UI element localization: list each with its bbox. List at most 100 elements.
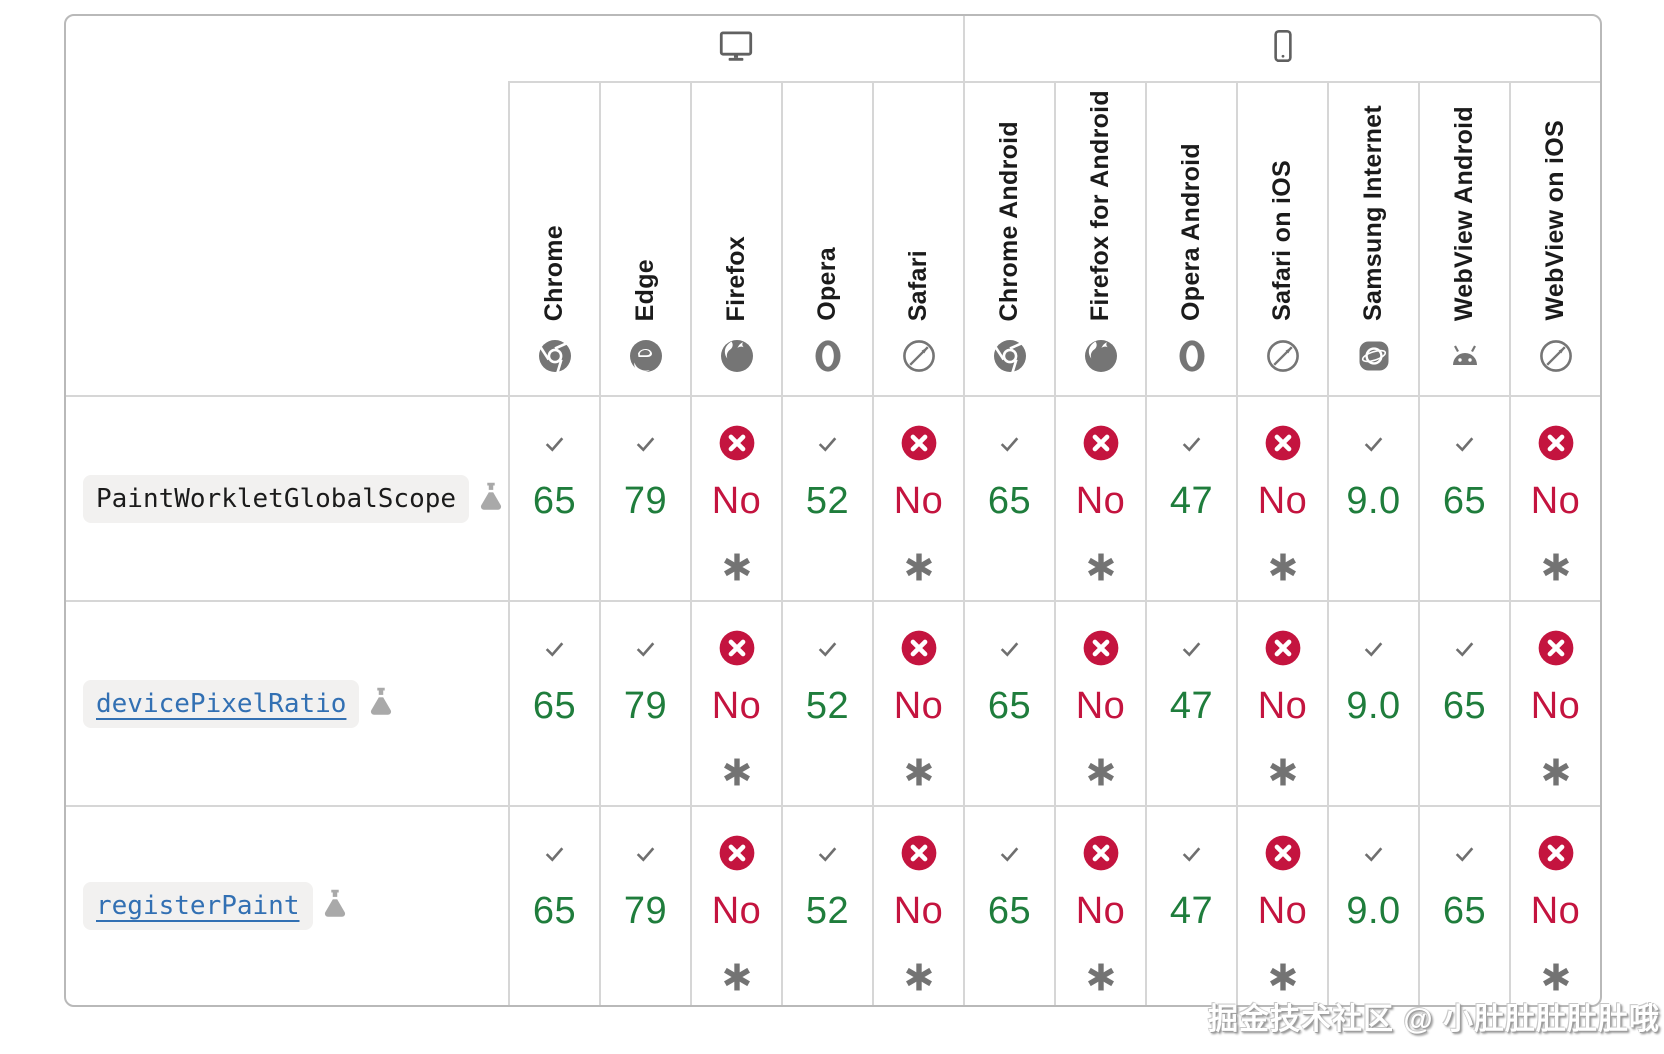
footnote-asterisk-icon xyxy=(723,758,751,786)
cross-icon xyxy=(901,835,937,871)
check-icon xyxy=(815,841,840,866)
support-cell-samsung-internet[interactable]: 9.0 xyxy=(1327,805,1418,1005)
footnote-slot xyxy=(1087,949,1115,1005)
footnote-asterisk-icon xyxy=(905,963,933,991)
support-cell-webview-ios[interactable]: No xyxy=(1509,395,1600,600)
support-cell-safari[interactable]: No xyxy=(872,600,963,805)
support-cell-safari-ios[interactable]: No xyxy=(1236,600,1327,805)
support-status xyxy=(1265,835,1301,871)
support-cell-opera-android[interactable]: 47 xyxy=(1145,395,1236,600)
version-number: 65 xyxy=(532,479,577,522)
browser-label: Edge xyxy=(631,258,659,321)
support-cell-webview-android[interactable]: 65 xyxy=(1418,600,1509,805)
support-status xyxy=(1361,425,1386,461)
footnote-asterisk-icon xyxy=(1269,963,1297,991)
support-cell-opera[interactable]: 52 xyxy=(781,805,872,1005)
corner-cell xyxy=(66,16,508,395)
support-status xyxy=(633,425,658,461)
footnote-slot xyxy=(723,539,751,595)
support-status xyxy=(1452,630,1477,666)
version-number: No xyxy=(1530,479,1581,522)
support-cell-chrome[interactable]: 65 xyxy=(508,805,599,1005)
version-number: 47 xyxy=(1169,889,1214,932)
browser-header-safari-ios: Safari on iOS xyxy=(1236,81,1327,395)
version-number: 52 xyxy=(805,479,850,522)
support-cell-samsung-internet[interactable]: 9.0 xyxy=(1327,395,1418,600)
browser-label: Chrome Android xyxy=(995,120,1023,322)
support-cell-firefox-android[interactable]: No xyxy=(1054,600,1145,805)
chrome-icon xyxy=(993,339,1027,373)
version-number: No xyxy=(893,684,944,727)
support-cell-webview-android[interactable]: 65 xyxy=(1418,395,1509,600)
support-cell-chrome[interactable]: 65 xyxy=(508,395,599,600)
browser-header-webview-ios: WebView on iOS xyxy=(1509,81,1600,395)
support-status xyxy=(1361,630,1386,666)
browser-header-edge: Edge xyxy=(599,81,690,395)
opera-icon xyxy=(811,339,845,373)
support-cell-edge[interactable]: 79 xyxy=(599,805,690,1005)
support-cell-chrome[interactable]: 65 xyxy=(508,600,599,805)
support-cell-firefox-android[interactable]: No xyxy=(1054,395,1145,600)
check-icon xyxy=(997,431,1022,456)
support-cell-safari[interactable]: No xyxy=(872,805,963,1005)
footnote-asterisk-icon xyxy=(723,963,751,991)
firefox-icon xyxy=(720,339,754,373)
experimental-flask-icon xyxy=(478,481,504,517)
desktop-icon xyxy=(718,28,754,69)
browser-label: Firefox xyxy=(722,235,750,321)
support-cell-safari[interactable]: No xyxy=(872,395,963,600)
support-status xyxy=(1265,630,1301,666)
support-cell-safari-ios[interactable]: No xyxy=(1236,395,1327,600)
support-cell-firefox[interactable]: No xyxy=(690,805,781,1005)
footnote-slot xyxy=(1269,744,1297,800)
version-number: 9.0 xyxy=(1346,684,1401,727)
support-status xyxy=(633,630,658,666)
feature-link[interactable]: devicePixelRatio xyxy=(83,679,360,728)
browser-header-webview-android: WebView Android xyxy=(1418,81,1509,395)
version-number: 47 xyxy=(1169,479,1214,522)
support-cell-opera[interactable]: 52 xyxy=(781,395,872,600)
browser-header-samsung-internet: Samsung Internet xyxy=(1327,81,1418,395)
support-cell-safari-ios[interactable]: No xyxy=(1236,805,1327,1005)
safari-icon xyxy=(902,339,936,373)
footnote-slot xyxy=(1542,539,1570,595)
check-icon xyxy=(1179,431,1204,456)
support-cell-webview-android[interactable]: 65 xyxy=(1418,805,1509,1005)
experimental-flask-icon xyxy=(322,888,348,924)
footnote-asterisk-icon xyxy=(1542,963,1570,991)
support-cell-firefox[interactable]: No xyxy=(690,395,781,600)
version-number: 65 xyxy=(987,684,1032,727)
support-cell-opera[interactable]: 52 xyxy=(781,600,872,805)
support-cell-opera-android[interactable]: 47 xyxy=(1145,805,1236,1005)
support-cell-webview-ios[interactable]: No xyxy=(1509,805,1600,1005)
support-cell-edge[interactable]: 79 xyxy=(599,600,690,805)
support-status xyxy=(1179,630,1204,666)
feature-link[interactable]: registerPaint xyxy=(83,882,313,930)
support-cell-firefox[interactable]: No xyxy=(690,600,781,805)
support-status xyxy=(633,835,658,871)
check-icon xyxy=(1452,431,1477,456)
support-status xyxy=(542,425,567,461)
cross-icon xyxy=(1083,425,1119,461)
experimental-flask-icon xyxy=(368,686,394,722)
browser-label: Safari xyxy=(904,249,932,321)
support-cell-firefox-android[interactable]: No xyxy=(1054,805,1145,1005)
version-number: No xyxy=(1257,684,1308,727)
support-cell-samsung-internet[interactable]: 9.0 xyxy=(1327,600,1418,805)
support-cell-opera-android[interactable]: 47 xyxy=(1145,600,1236,805)
support-cell-webview-ios[interactable]: No xyxy=(1509,600,1600,805)
footnote-asterisk-icon xyxy=(1087,963,1115,991)
support-cell-chrome-android[interactable]: 65 xyxy=(963,805,1054,1005)
feature-cell-devicePixelRatio: devicePixelRatio xyxy=(66,600,508,805)
desktop-group-header xyxy=(508,16,963,81)
watermark: 掘金技术社区 @ 小肚肚肚肚肚哦 xyxy=(1208,1003,1660,1036)
footnote-slot xyxy=(1269,539,1297,595)
support-cell-chrome-android[interactable]: 65 xyxy=(963,395,1054,600)
cross-icon xyxy=(719,425,755,461)
android-icon xyxy=(1447,339,1483,373)
version-number: No xyxy=(893,479,944,522)
support-cell-edge[interactable]: 79 xyxy=(599,395,690,600)
support-cell-chrome-android[interactable]: 65 xyxy=(963,600,1054,805)
footnote-asterisk-icon xyxy=(1087,758,1115,786)
